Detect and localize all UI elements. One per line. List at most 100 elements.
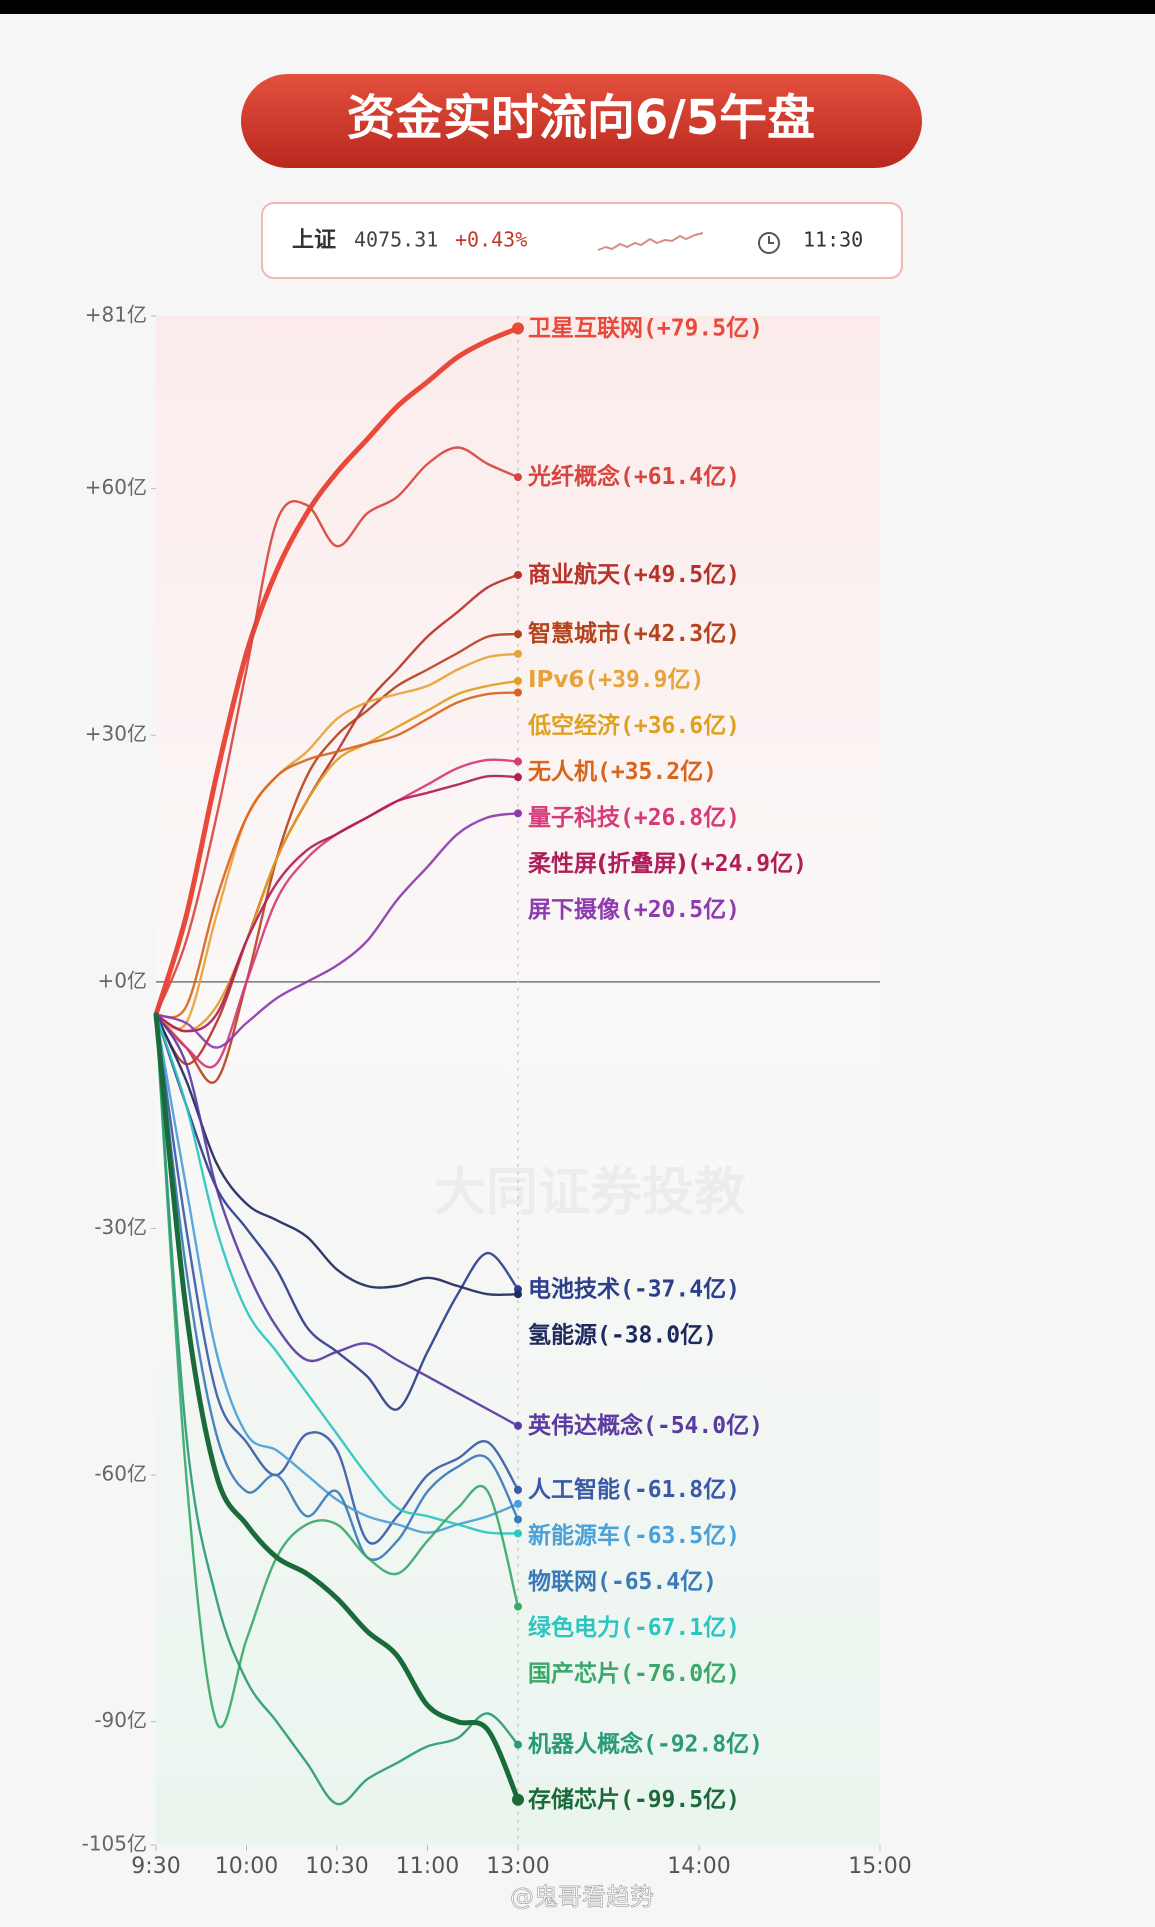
end-dot: [512, 322, 524, 335]
series-line: [154, 679, 520, 1033]
end-label: 机器人概念(-92.8亿): [528, 1730, 763, 1757]
series-line: [154, 812, 520, 1049]
index-box: [261, 202, 903, 279]
end-label: 氢能源(-38.0亿): [528, 1321, 717, 1348]
end-label: 电池技术(-37.4亿): [528, 1276, 740, 1302]
series-line: [154, 632, 520, 1084]
series-line: [154, 691, 520, 1019]
value-label: (-65.4亿): [597, 1568, 717, 1594]
value-label: (-54.0亿): [643, 1412, 763, 1438]
value-label: (+42.3亿): [620, 621, 740, 647]
chart-title: 资金实时流向6/5午盘: [347, 90, 815, 146]
legend-name: 屏下摄像: [528, 896, 621, 923]
end-label: 智慧城市(+42.3亿): [528, 620, 740, 647]
series-line: [154, 1013, 520, 1297]
value-label: (+49.5亿): [620, 561, 740, 587]
value-label: (+26.8亿): [620, 805, 740, 831]
legend-name: 物联网: [528, 1567, 597, 1594]
y-tick-label: +60亿: [85, 475, 147, 499]
end-label: 新能源车(-63.5亿): [528, 1521, 740, 1548]
end-dot: [514, 773, 522, 782]
end-dot: [514, 1740, 522, 1749]
legend-name: 低空经济: [527, 712, 621, 739]
end-dot: [514, 676, 522, 685]
value-label: (+20.5亿): [620, 897, 740, 923]
end-dot: [514, 1421, 522, 1430]
value-label: (-99.5亿): [620, 1786, 740, 1812]
x-tick-label: 11:00: [396, 1854, 459, 1879]
index-time: 11:30: [803, 228, 863, 252]
end-dot: [514, 570, 522, 579]
series-line: [154, 652, 520, 1030]
clock-icon: [758, 232, 780, 254]
x-tick-label: 9:30: [131, 1854, 180, 1879]
end-dot: [514, 1602, 522, 1611]
x-tick-label: 14:00: [667, 1854, 730, 1879]
y-tick-label: -60亿: [94, 1462, 147, 1486]
end-dot: [514, 757, 522, 766]
credit: @鬼哥看趋势: [510, 1883, 654, 1911]
value-label: (-63.5亿): [620, 1522, 740, 1548]
legend-name: 商业航天: [528, 560, 621, 587]
series-line: [154, 1013, 520, 1535]
x-tick-label: 10:00: [215, 1854, 278, 1879]
end-dot: [514, 688, 522, 697]
legend-name: IPv6: [528, 667, 584, 693]
series-line: [154, 1013, 520, 1411]
index-name: 上证: [292, 228, 336, 253]
end-dot: [514, 630, 522, 639]
y-tick-label: -90亿: [94, 1708, 147, 1732]
value-label: (+39.9亿): [584, 667, 704, 693]
legend-name: 光纤概念: [527, 463, 620, 490]
series-line: [154, 1013, 520, 1534]
end-label: 光纤概念(+61.4亿): [527, 463, 740, 490]
series-line: [154, 1013, 520, 1806]
legend-name: 电池技术: [528, 1276, 620, 1302]
end-dot: [514, 1499, 522, 1508]
value-label: (+79.5亿): [643, 315, 763, 341]
legend-name: 人工智能: [528, 1475, 620, 1502]
value-label: (+35.2亿): [597, 759, 717, 785]
watermark: 大同证券投教: [434, 1163, 746, 1223]
x-tick-label: 13:00: [486, 1854, 549, 1879]
end-label: 绿色电力(-67.1亿): [528, 1613, 740, 1640]
end-dot: [514, 1485, 522, 1494]
series-line: [153, 325, 521, 1018]
y-tick-label: +0亿: [98, 968, 147, 992]
end-dot: [514, 1529, 522, 1538]
value-label: (+24.9亿): [687, 851, 807, 877]
end-label: 屏下摄像(+20.5亿): [528, 896, 740, 923]
end-dot: [514, 1515, 522, 1524]
y-tick-label: +81亿: [85, 303, 147, 327]
legend-name: 新能源车: [528, 1521, 620, 1548]
series-line: [154, 446, 520, 1016]
end-label: 存储芯片(-99.5亿): [528, 1785, 740, 1812]
plot-background: [156, 316, 880, 1845]
legend-name: 无人机: [528, 759, 597, 785]
series-line: [154, 1013, 520, 1545]
end-label: 低空经济(+36.6亿): [527, 712, 740, 739]
legend-name: 绿色电力: [528, 1613, 620, 1640]
value-label: (+61.4亿): [620, 464, 740, 490]
value-label: (-38.0亿): [597, 1322, 717, 1348]
end-dot: [514, 1290, 522, 1299]
legend-name: 柔性屏(折叠屏): [528, 851, 687, 877]
end-label: 商业航天(+49.5亿): [528, 560, 740, 587]
legend-name: 机器人概念: [528, 1730, 643, 1757]
series-line: [154, 1013, 520, 1729]
end-dot: [512, 1793, 524, 1806]
y-tick-label: -105亿: [82, 1832, 147, 1856]
index-value: 4075.31: [354, 228, 438, 252]
legend-name: 国产芯片: [528, 1659, 620, 1686]
end-label: IPv6(+39.9亿): [528, 667, 704, 693]
value-label: (-76.0亿): [620, 1660, 740, 1686]
end-label: 卫星互联网(+79.5亿): [528, 315, 763, 341]
index-change: +0.43%: [455, 228, 527, 252]
series-line: [154, 1013, 520, 1561]
title-pill: [241, 74, 922, 168]
legend-name: 卫星互联网: [528, 315, 643, 341]
end-label: 国产芯片(-76.0亿): [528, 1659, 740, 1686]
value-label: (-61.8亿): [620, 1476, 740, 1502]
legend-name: 智慧城市: [528, 620, 620, 647]
